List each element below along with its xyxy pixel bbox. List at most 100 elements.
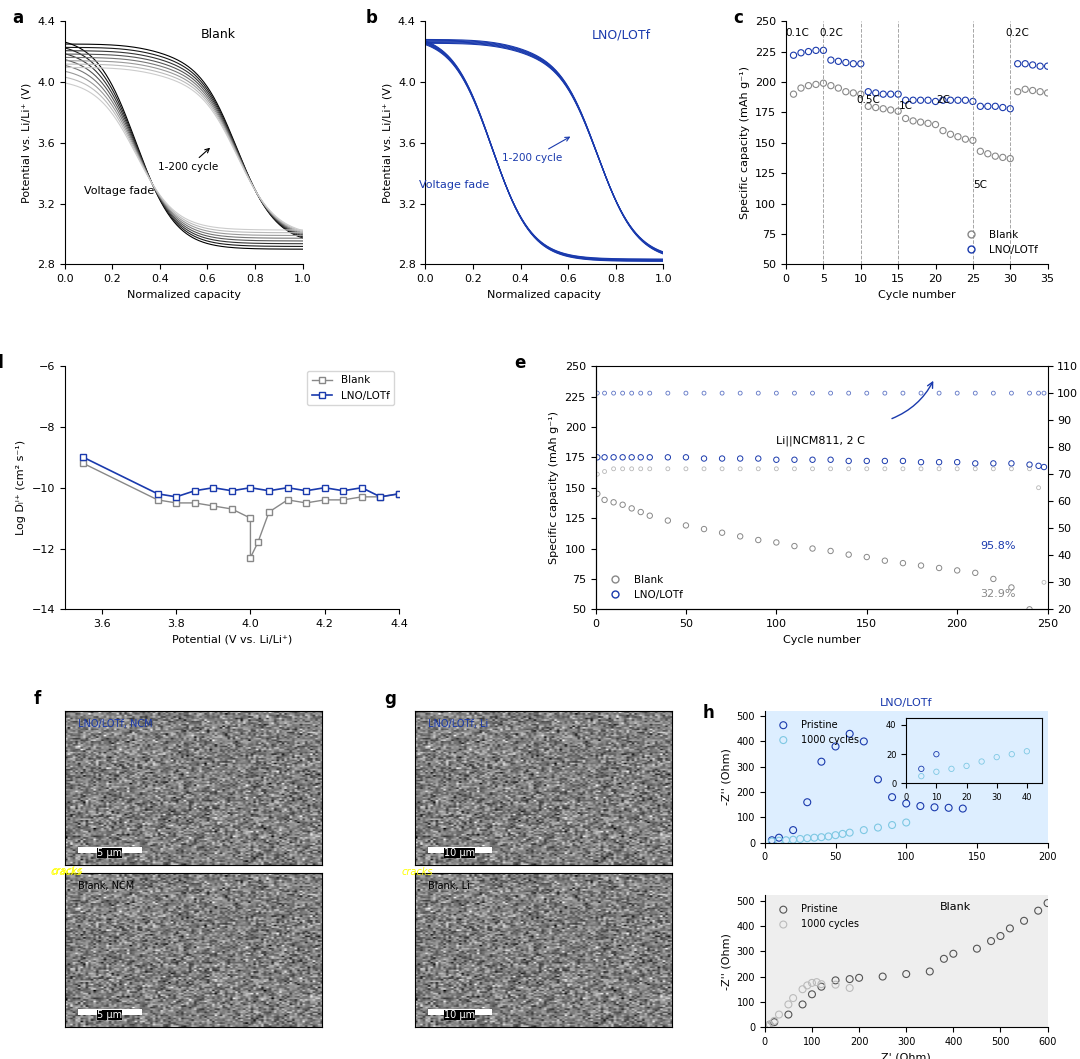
Y-axis label: Potential vs. Li/Li⁺ (V): Potential vs. Li/Li⁺ (V) (22, 83, 31, 203)
Text: 5C: 5C (973, 180, 987, 191)
Point (875, 86, 892, 103)
Point (623, 449, 640, 466)
Point (615, 497, 632, 514)
Blank (151, 493, 164, 506)
Point (623, 500, 640, 517)
Point (1016, 80, 1034, 97)
Point (822, 52, 839, 69)
Point (677, 449, 694, 466)
Text: LNO/LOTf, NCM: LNO/LOTf, NCM (78, 719, 152, 729)
LNO/LOTf (319, 482, 332, 495)
Pristine (991, 928, 1009, 945)
Point (1036, 615, 1053, 632)
Text: f: f (33, 689, 41, 707)
Point (859, 461, 876, 478)
Pristine (780, 1006, 797, 1023)
1000 cycles (813, 975, 831, 992)
Point (894, 555, 912, 572)
Point (804, 384, 821, 401)
Point (964, 132, 982, 149)
LNO/LOTf (299, 484, 312, 497)
Point (1030, 480, 1048, 497)
1000 cycles (770, 1006, 787, 1023)
LNO/LOTf (281, 482, 294, 495)
Point (786, 538, 804, 555)
Bar (428, 1009, 491, 1015)
Text: g: g (384, 689, 396, 707)
Point (1001, 101, 1018, 118)
Point (913, 453, 930, 470)
Pristine (897, 795, 915, 812)
Point (949, 92, 967, 109)
Point (949, 128, 967, 145)
Point (731, 527, 748, 544)
Pristine (1001, 920, 1018, 937)
Point (985, 455, 1002, 472)
Point (623, 461, 640, 478)
Point (804, 540, 821, 557)
X-axis label: Z' (Ohm): Z' (Ohm) (881, 1053, 931, 1059)
Point (840, 452, 858, 469)
Blank (226, 503, 239, 516)
Point (837, 84, 854, 101)
Point (804, 451, 821, 468)
Pristine (813, 753, 831, 770)
Bar (428, 847, 491, 852)
1000 cycles (798, 830, 815, 847)
Point (750, 532, 767, 549)
Point (1003, 461, 1021, 478)
Text: LNO/LOTf, Li: LNO/LOTf, Li (428, 719, 488, 729)
Point (972, 143, 989, 160)
Text: Blank, Li: Blank, Li (428, 881, 470, 891)
Point (876, 552, 893, 569)
Point (714, 524, 731, 541)
Point (677, 461, 694, 478)
Point (714, 461, 731, 478)
Text: Blank: Blank (941, 902, 971, 912)
Point (987, 147, 1004, 164)
Point (605, 449, 622, 466)
Y-axis label: Log Dₗᴵ⁺ (cm² s⁻¹): Log Dₗᴵ⁺ (cm² s⁻¹) (16, 441, 26, 535)
Point (931, 461, 948, 478)
Point (1030, 457, 1048, 474)
Point (615, 384, 632, 401)
Blank (319, 493, 332, 506)
Point (822, 384, 839, 401)
Point (785, 47, 802, 64)
Point (615, 449, 632, 466)
Point (882, 86, 900, 103)
1000 cycles (798, 977, 815, 994)
X-axis label: Cycle number: Cycle number (783, 634, 861, 645)
Pristine (926, 798, 943, 815)
1000 cycles (780, 995, 797, 1012)
Pristine (921, 963, 939, 980)
Point (927, 93, 944, 110)
Point (837, 54, 854, 71)
Text: Blank, NCM: Blank, NCM (78, 881, 134, 891)
1000 cycles (820, 828, 837, 845)
LNO/LOTf (170, 490, 183, 503)
Point (967, 564, 984, 581)
Pristine (798, 794, 815, 811)
1000 cycles (784, 989, 801, 1006)
Point (1030, 384, 1048, 401)
Pristine (1039, 895, 1056, 912)
Point (596, 463, 613, 480)
Point (807, 42, 825, 59)
Point (1036, 574, 1053, 591)
Point (659, 449, 676, 466)
Point (859, 384, 876, 401)
Point (768, 534, 785, 551)
Point (985, 384, 1002, 401)
Point (596, 384, 613, 401)
Point (1039, 85, 1056, 102)
Point (596, 449, 613, 466)
Y-axis label: Specific capacity (mAh g⁻¹): Specific capacity (mAh g⁻¹) (549, 411, 559, 564)
Text: 1C: 1C (899, 102, 913, 111)
Bar (78, 847, 141, 852)
Point (876, 461, 893, 478)
Blank (392, 487, 405, 500)
Point (897, 92, 915, 109)
1000 cycles (761, 1017, 779, 1034)
Pristine (784, 822, 801, 839)
